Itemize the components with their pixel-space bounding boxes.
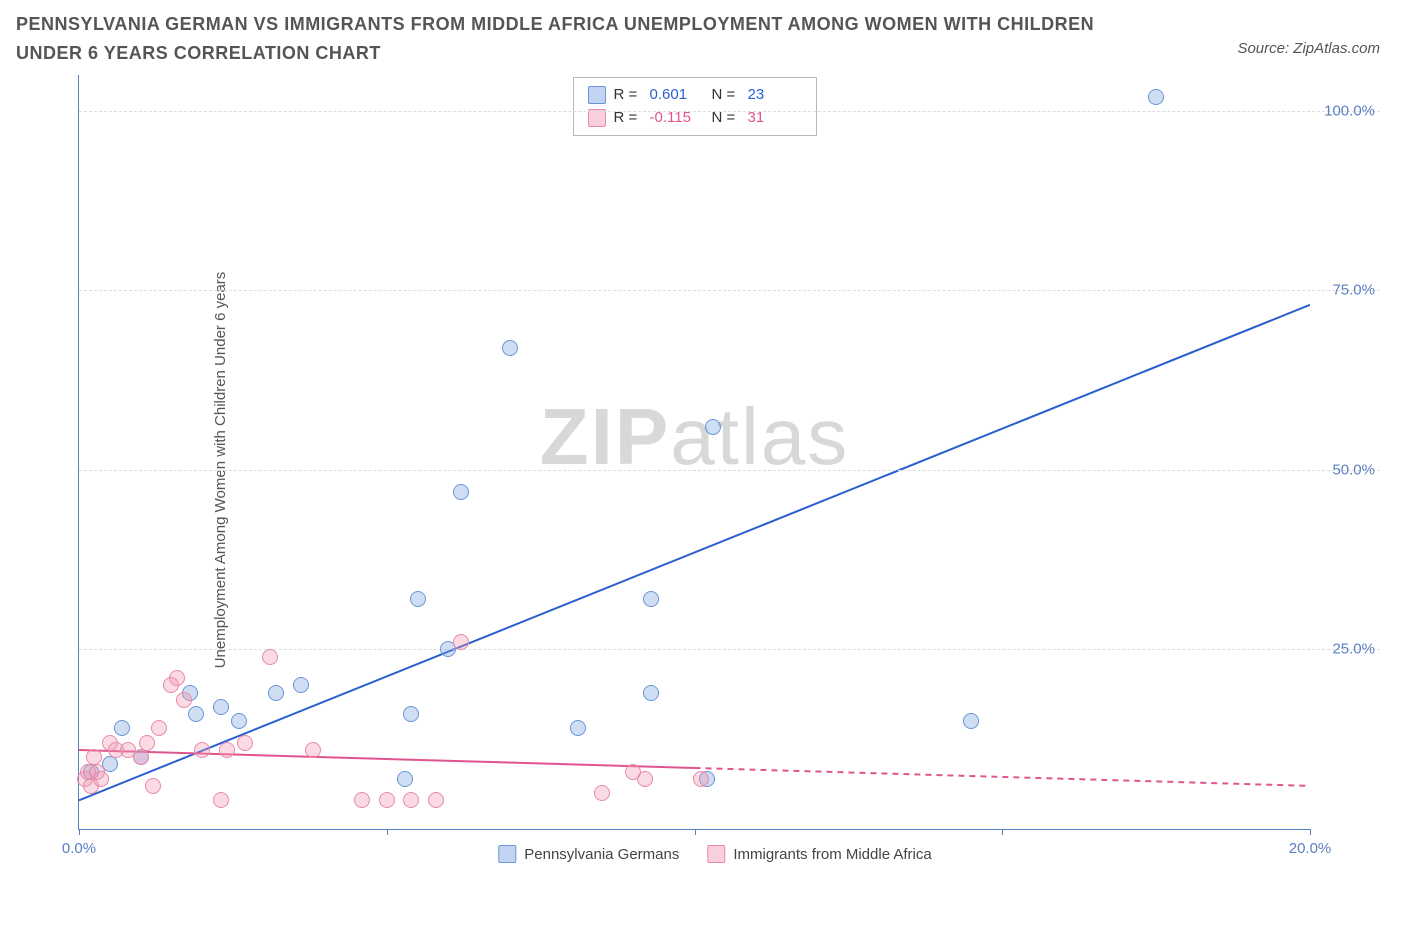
x-tick	[1002, 829, 1003, 835]
chart-title: PENNSYLVANIA GERMAN VS IMMIGRANTS FROM M…	[16, 10, 1116, 68]
data-point	[643, 685, 659, 701]
data-point	[637, 771, 653, 787]
y-tick-label: 75.0%	[1332, 282, 1375, 299]
plot-region: ZIPatlas R = 0.601 N = 23 R = -0.115 N =…	[78, 75, 1310, 830]
data-point	[262, 649, 278, 665]
data-point	[114, 720, 130, 736]
data-point	[237, 735, 253, 751]
chart-area: Unemployment Among Women with Children U…	[50, 75, 1380, 865]
data-point	[188, 706, 204, 722]
data-point	[502, 340, 518, 356]
x-tick	[79, 829, 80, 835]
x-tick	[1310, 829, 1311, 835]
data-point	[176, 692, 192, 708]
data-point	[379, 792, 395, 808]
gridline	[79, 470, 1380, 471]
x-tick	[387, 829, 388, 835]
data-point	[219, 742, 235, 758]
data-point	[693, 771, 709, 787]
data-point	[305, 742, 321, 758]
data-point	[169, 670, 185, 686]
data-point	[213, 792, 229, 808]
swatch-series-a	[498, 845, 516, 863]
x-tick-label: 20.0%	[1289, 840, 1332, 857]
swatch-series-b	[707, 845, 725, 863]
gridline	[79, 111, 1380, 112]
data-point	[643, 591, 659, 607]
y-tick-label: 25.0%	[1332, 641, 1375, 658]
data-point	[93, 771, 109, 787]
source-label: Source: ZipAtlas.com	[1237, 40, 1380, 57]
data-point	[151, 720, 167, 736]
data-point	[594, 785, 610, 801]
data-point	[963, 713, 979, 729]
legend-label-b: Immigrants from Middle Africa	[733, 846, 931, 863]
data-point	[86, 749, 102, 765]
data-point	[213, 699, 229, 715]
data-point	[397, 771, 413, 787]
data-point	[231, 713, 247, 729]
x-tick	[695, 829, 696, 835]
data-point	[194, 742, 210, 758]
data-point	[570, 720, 586, 736]
data-point	[293, 677, 309, 693]
data-point	[705, 419, 721, 435]
trend-lines	[79, 75, 1310, 829]
data-point	[428, 792, 444, 808]
data-point	[453, 484, 469, 500]
data-point	[1148, 89, 1164, 105]
gridline	[79, 290, 1380, 291]
y-tick-label: 50.0%	[1332, 461, 1375, 478]
legend-label-a: Pennsylvania Germans	[524, 846, 679, 863]
data-point	[133, 749, 149, 765]
legend-item-a: Pennsylvania Germans	[498, 845, 679, 863]
y-tick-label: 100.0%	[1324, 102, 1375, 119]
data-point	[410, 591, 426, 607]
data-point	[139, 735, 155, 751]
data-point	[268, 685, 284, 701]
data-point	[354, 792, 370, 808]
legend-item-b: Immigrants from Middle Africa	[707, 845, 931, 863]
data-point	[453, 634, 469, 650]
x-tick-label: 0.0%	[62, 840, 96, 857]
data-point	[145, 778, 161, 794]
data-point	[403, 706, 419, 722]
series-legend: Pennsylvania Germans Immigrants from Mid…	[498, 845, 931, 863]
data-point	[403, 792, 419, 808]
